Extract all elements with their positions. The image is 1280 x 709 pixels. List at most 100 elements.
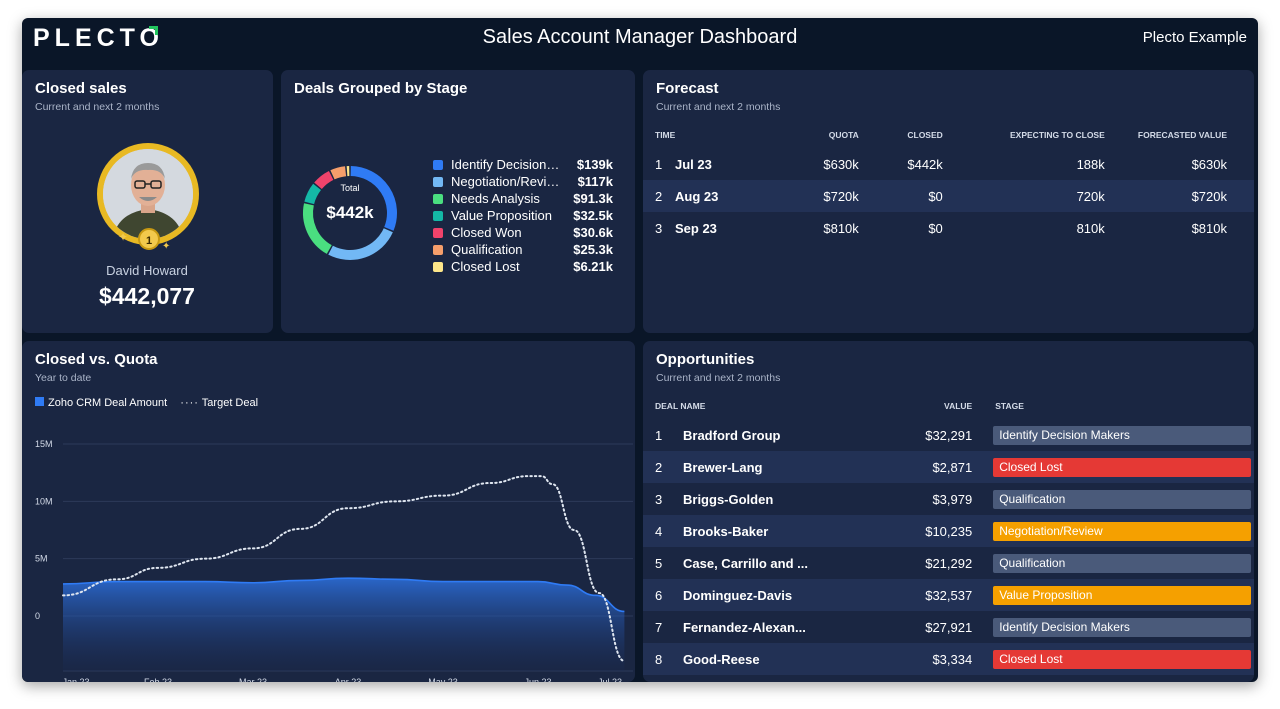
cell-forecast: $810k xyxy=(1191,220,1227,236)
legend-swatch xyxy=(433,211,443,221)
cell-index: 5 xyxy=(655,555,663,571)
table-row[interactable]: 2 Brewer-Lang $2,871 Closed Lost xyxy=(643,451,1254,483)
table-header: TIME QUOTA CLOSED EXPECTING TO CLOSE FOR… xyxy=(643,122,1254,148)
forecast-table: TIME QUOTA CLOSED EXPECTING TO CLOSE FOR… xyxy=(643,122,1254,244)
y-tick-label: 0 xyxy=(35,611,40,621)
cell-value: $21,292 xyxy=(925,555,973,571)
legend-target: Target Deal xyxy=(201,397,259,409)
legend-swatch xyxy=(433,160,443,170)
legend-label: Qualification xyxy=(451,242,523,257)
sparkle-icon: ✦ xyxy=(162,241,171,252)
table-row[interactable]: 9Hall PLC$17,688 Closed Won xyxy=(643,675,1254,682)
legend-value: $139k xyxy=(576,157,613,172)
donut-slice-5[interactable] xyxy=(330,166,347,180)
cell-deal-name: Hall PLC xyxy=(682,675,877,682)
donut-slice-4[interactable] xyxy=(314,171,334,190)
actual-line xyxy=(62,577,625,613)
legend-swatch xyxy=(433,245,443,255)
plecto-logo: PLECTO xyxy=(33,24,164,52)
cell-index: 6 xyxy=(655,587,663,603)
donut-total-value: $442k xyxy=(326,203,374,222)
table-row[interactable]: 7 Fernandez-Alexan... $27,921 Identify Deci… xyxy=(643,611,1254,643)
x-tick-label: Apr 23 xyxy=(335,677,362,682)
legend-actual: Zoho CRM Deal Amount xyxy=(48,397,168,409)
legend-swatch xyxy=(433,262,443,272)
table-row[interactable]: 3 Briggs-Golden $3,979 Qualification xyxy=(643,483,1254,515)
cell-quota: $630k xyxy=(823,156,859,172)
logo-accent-icon xyxy=(149,26,158,35)
stage-badge: Negotiation/Review xyxy=(993,521,1252,541)
chart-legend: Zoho CRM Deal Amount ···· Target Deal xyxy=(35,397,258,409)
table-row[interactable]: 5 Case, Carrillo and ... $21,292 Qualificat… xyxy=(643,547,1254,579)
cell-value: $32,537 xyxy=(925,587,973,603)
donut-slice-1[interactable] xyxy=(328,227,393,260)
donut-total-label: Total xyxy=(340,183,360,193)
legend-value: $6.21k xyxy=(573,259,613,274)
table-row[interactable]: 1 Jul 23 $630k $442k 188k $630k xyxy=(643,148,1254,180)
donut-slice-0[interactable] xyxy=(350,166,397,231)
cell-time: Jul 23 xyxy=(675,156,712,172)
cell-deal-name: Brewer-Lang xyxy=(683,459,763,475)
legend-item: Negotiation/Review $117k xyxy=(433,174,613,191)
card-subtitle: Year to date xyxy=(35,372,92,384)
table-row[interactable]: 1 Bradford Group $32,291 Identify Decision … xyxy=(643,419,1254,451)
avatar-photo xyxy=(103,149,193,239)
stage-badge: Value Proposition xyxy=(993,585,1252,605)
legend-item: Needs Analysis $91.3k xyxy=(433,191,613,208)
stage-legend: Identify Decision Makers $139k Negotiation… xyxy=(433,157,613,276)
donut-slice-3[interactable] xyxy=(304,183,322,205)
cell-deal-name: Good-Reese xyxy=(683,651,760,667)
cell-value: $32,291 xyxy=(925,427,973,443)
stage-badge: Closed Lost xyxy=(993,649,1252,669)
closed-sales-card: Closed sales Current and next 2 months ✦… xyxy=(22,70,273,333)
cell-deal-name: Bradford Group xyxy=(683,427,781,443)
cell-deal-name: Dominguez-Davis xyxy=(683,587,793,603)
opportunities-table: DEAL NAME VALUE STAGE 1 Bradford Group $32… xyxy=(643,393,1254,682)
cell-idx: 2 xyxy=(655,188,663,204)
table-row[interactable]: 6 Dominguez-Davis $32,537 Value Proposition xyxy=(643,579,1254,611)
person-value: $442,077 xyxy=(99,283,195,309)
stage-badge: Identify Decision Makers xyxy=(993,617,1252,637)
cell-expecting: 810k xyxy=(1076,220,1105,236)
y-tick-label: 10M xyxy=(35,496,53,506)
card-title: Closed sales xyxy=(35,80,127,97)
cell-value: $17,688 xyxy=(877,675,973,682)
cell-idx: 3 xyxy=(655,220,663,236)
table-row[interactable]: 8 Good-Reese $3,334 Closed Lost xyxy=(643,643,1254,675)
col-closed: CLOSED xyxy=(907,130,943,140)
cell-value: $3,979 xyxy=(932,491,973,507)
cell-index: 3 xyxy=(655,491,663,507)
cell-index: 8 xyxy=(655,651,663,667)
opportunities-card: Opportunities Current and next 2 months … xyxy=(643,341,1254,682)
rank-medal: 1 xyxy=(138,228,160,250)
account-name: Plecto Example xyxy=(1142,29,1247,46)
cell-quota: $720k xyxy=(823,188,859,204)
cell-index: 9 xyxy=(643,675,682,682)
legend-dotted-icon: ···· xyxy=(180,397,199,409)
legend-label: Closed Won xyxy=(451,225,522,240)
x-tick-label: Jun 23 xyxy=(524,677,551,682)
actual-area xyxy=(63,578,625,671)
donut-chart xyxy=(303,166,397,260)
legend-value: $30.6k xyxy=(573,225,613,240)
table-header: DEAL NAME VALUE STAGE xyxy=(643,393,1254,419)
y-tick-label: 15M xyxy=(35,439,53,449)
legend-value: $25.3k xyxy=(573,242,613,257)
table-row[interactable]: 4 Brooks-Baker $10,235 Negotiation/Review xyxy=(643,515,1254,547)
stage-badge: Identify Decision Makers xyxy=(993,425,1252,445)
cell-quota: $810k xyxy=(823,220,859,236)
legend-label: Identify Decision Makers xyxy=(451,157,561,172)
table-row[interactable]: 3 Sep 23 $810k $0 810k $810k xyxy=(643,212,1254,244)
cell-time: Sep 23 xyxy=(675,220,717,236)
card-subtitle: Current and next 2 months xyxy=(35,101,160,113)
donut-slice-2[interactable] xyxy=(303,203,332,254)
card-title: Opportunities xyxy=(656,351,755,368)
cell-deal-name: Fernandez-Alexan... xyxy=(683,619,806,635)
cell-index: 1 xyxy=(655,427,663,443)
table-row[interactable]: 2 Aug 23 $720k $0 720k $720k xyxy=(643,180,1254,212)
cell-closed: $0 xyxy=(928,220,943,236)
cell-deal-name: Case, Carrillo and ... xyxy=(683,555,808,571)
legend-swatch xyxy=(433,177,443,187)
dashboard-frame: PLECTO Sales Account Manager Dashboard P… xyxy=(22,18,1258,682)
col-time: TIME xyxy=(655,130,676,140)
